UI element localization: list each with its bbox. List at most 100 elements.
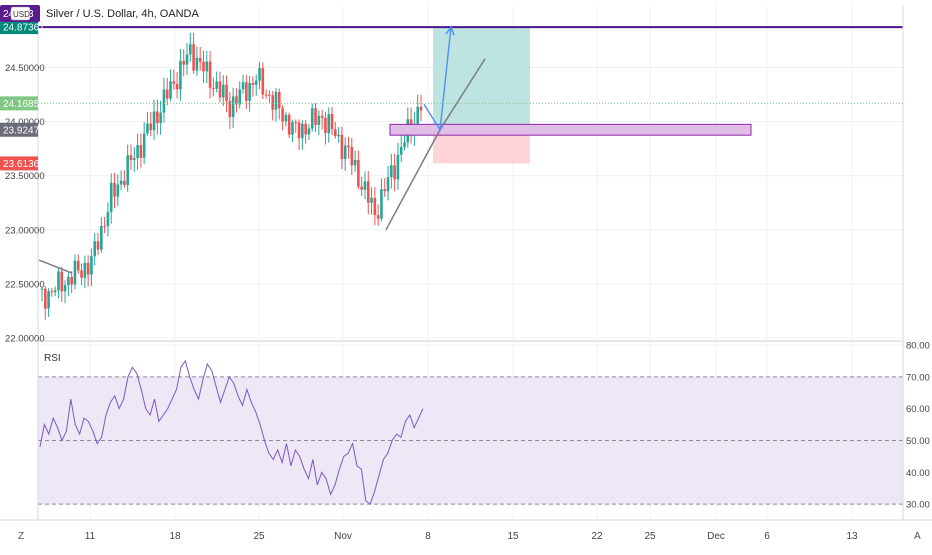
candle-body <box>403 142 406 148</box>
y-tick-label: 22.50000 <box>5 279 45 290</box>
candle-body <box>182 60 186 65</box>
currency-label: USD <box>13 10 30 19</box>
rsi-tick-label: 40.00 <box>906 468 930 479</box>
candle-body <box>251 82 255 85</box>
candle-body <box>390 165 393 178</box>
candle-body <box>132 158 136 161</box>
price-tag-stop <box>0 156 38 171</box>
candle-body <box>350 146 354 166</box>
candle-body <box>301 123 304 139</box>
candle-body <box>245 82 248 101</box>
candle-body <box>67 276 70 286</box>
candle-body <box>225 84 228 101</box>
y-tick-label: 23.00000 <box>5 225 45 236</box>
time-axis[interactable]: 11 18 25 Nov 8 15 22 25 Dec 6 13 <box>85 531 858 542</box>
candle-body <box>291 122 294 135</box>
profit-zone[interactable] <box>433 27 530 130</box>
x-tick-label: 6 <box>764 531 770 542</box>
candle-body <box>90 256 93 275</box>
trend-line-continuation[interactable] <box>439 58 486 131</box>
candle-body <box>268 94 271 96</box>
candle-body <box>208 61 212 88</box>
candle-body <box>175 83 179 90</box>
candle-body <box>274 92 278 110</box>
candle-body <box>235 96 238 105</box>
highlight-box[interactable] <box>389 123 752 136</box>
price-tag-last <box>0 96 38 111</box>
candle-body <box>419 106 423 111</box>
candle-body <box>347 145 350 147</box>
candle-body <box>366 181 370 203</box>
candle-body <box>165 89 169 99</box>
candle-body <box>221 84 225 98</box>
candle-body <box>106 211 110 227</box>
candle-body <box>142 133 146 158</box>
x-tick-label: Nov <box>334 531 352 542</box>
candle-body <box>376 215 380 219</box>
candle-body <box>396 154 400 180</box>
candle-body <box>363 181 367 190</box>
rsi-line <box>39 359 424 505</box>
candle-body <box>324 117 327 134</box>
currency-chip[interactable] <box>10 6 31 21</box>
candle-body <box>294 122 298 124</box>
candle-body <box>96 241 100 250</box>
rsi-axis[interactable]: 80.00 70.00 60.00 50.00 40.00 30.00 <box>906 341 930 511</box>
candle-body <box>198 57 202 62</box>
rsi-label: RSI <box>44 353 61 364</box>
projection-path <box>423 27 452 132</box>
candle-body <box>162 89 166 113</box>
x-tick-label: 25 <box>253 531 265 542</box>
candle-body <box>258 68 261 81</box>
price-tag-label: 23.61362 <box>3 159 45 170</box>
x-tick-label: 18 <box>169 531 181 542</box>
candle-body <box>185 54 189 65</box>
x-tick-label: 8 <box>425 531 431 542</box>
candle-body <box>307 128 311 135</box>
price-tag-resistance <box>0 20 38 35</box>
candle-body <box>169 81 172 99</box>
candle-body <box>50 291 54 293</box>
candle-body <box>47 291 50 309</box>
trend-line-left[interactable] <box>38 259 73 274</box>
projection-arrow[interactable] <box>423 25 455 132</box>
rsi-tick-label: 60.00 <box>906 404 930 415</box>
price-tag-label: 23.92473 <box>3 125 45 136</box>
candle-body <box>297 122 301 139</box>
candle-body <box>63 285 67 292</box>
candle-body <box>334 129 337 137</box>
candle-body <box>80 270 83 278</box>
trend-line-up[interactable] <box>385 129 441 231</box>
candle-body <box>152 111 156 131</box>
candle-body <box>60 271 64 292</box>
candle-body <box>373 197 377 216</box>
price-axis[interactable]: 24.50000 24.00000 23.50000 23.00000 22.50000… <box>5 63 45 344</box>
candle-body <box>212 87 215 89</box>
candle-body <box>317 115 321 125</box>
auto-scale-button[interactable]: A <box>914 531 921 542</box>
candle-body <box>109 182 113 212</box>
candle-body <box>129 155 133 161</box>
candle-body <box>136 145 139 159</box>
rsi-tick-label: 30.00 <box>906 500 930 511</box>
candle-body <box>70 276 73 285</box>
price-tags: 24.87361 24.16850 23.92473 23.61362 <box>0 20 903 171</box>
candlestick-series <box>40 32 423 320</box>
x-tick-label: 13 <box>846 531 858 542</box>
candle-body <box>116 184 120 197</box>
candle-body <box>149 123 153 131</box>
candle-body <box>93 241 97 257</box>
y-tick-label: 23.50000 <box>5 171 45 182</box>
candle-body <box>261 68 265 95</box>
x-tick-label: 22 <box>591 531 603 542</box>
candle-body <box>327 114 331 134</box>
y-tick-label: 24.00000 <box>5 117 45 128</box>
x-tick-label: 25 <box>644 531 656 542</box>
y-tick-label: 24.50000 <box>5 63 45 74</box>
zoom-button[interactable]: Z <box>18 531 24 542</box>
candle-body <box>202 61 205 72</box>
x-tick-label: Dec <box>707 531 725 542</box>
candle-body <box>192 44 195 71</box>
